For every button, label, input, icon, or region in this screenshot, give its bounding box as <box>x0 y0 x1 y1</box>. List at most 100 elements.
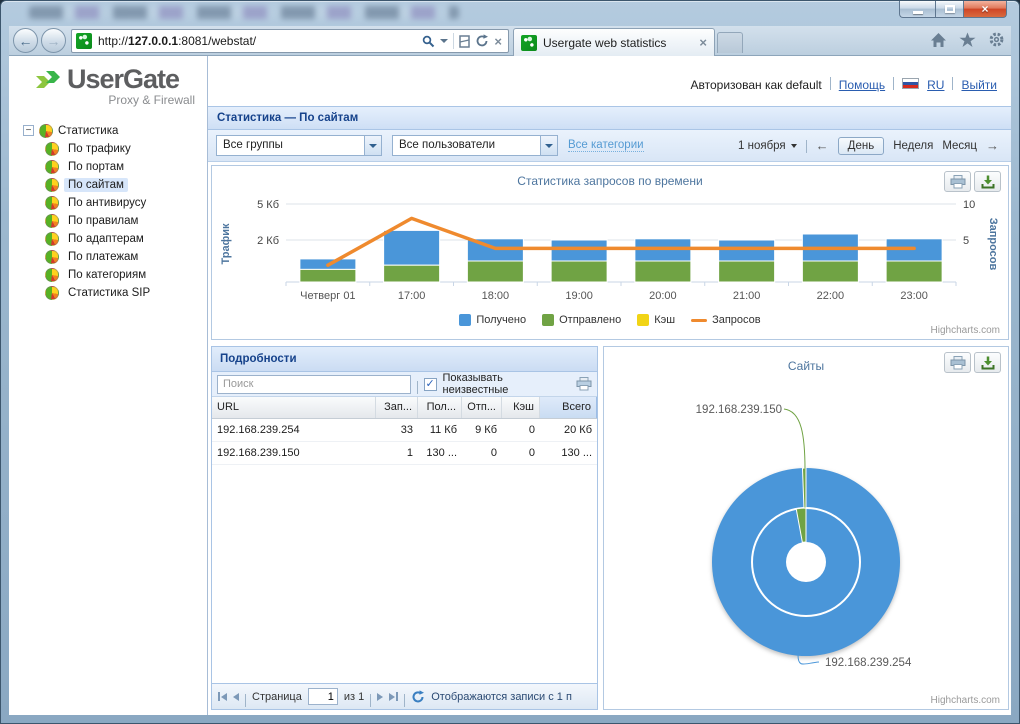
svg-text:10: 10 <box>963 199 975 211</box>
help-link[interactable]: Помощь <box>838 78 886 92</box>
download-chart-button[interactable] <box>974 352 1001 373</box>
forward-button[interactable]: → <box>41 28 66 53</box>
column-header[interactable]: Отп... <box>462 397 502 418</box>
table-body: 192.168.239.254 33 11 Кб 9 Кб 0 20 Кб 192.168.… <box>212 419 597 683</box>
favorites-star-icon[interactable] <box>959 32 976 48</box>
month-button[interactable]: Месяц <box>942 139 977 152</box>
sidebar-item[interactable]: По антивирусу <box>45 194 207 212</box>
legend-item[interactable]: Отправлено <box>542 314 621 326</box>
users-select[interactable]: Все пользователи <box>392 135 558 156</box>
new-tab-button[interactable] <box>717 32 743 53</box>
dropdown-trigger[interactable] <box>364 136 381 155</box>
table-cell: 192.168.239.254 <box>217 424 300 436</box>
logout-link[interactable]: Выйти <box>961 78 997 92</box>
sidebar-item[interactable]: По платежам <box>45 248 207 266</box>
next-page-button[interactable] <box>377 692 384 701</box>
compatibility-view-icon[interactable] <box>459 34 471 48</box>
url-text[interactable]: http://127.0.0.1:8081/webstat/ <box>98 34 257 48</box>
table-header: URL Зап... Пол... Отп... Кэш Всего <box>212 397 597 419</box>
search-icon[interactable] <box>422 35 435 48</box>
show-unknown-checkbox[interactable]: ✓ <box>423 377 437 391</box>
sidebar-item[interactable]: По сайтам <box>45 176 207 194</box>
sidebar-item[interactable]: По трафику <box>45 140 207 158</box>
print-chart-button[interactable] <box>944 352 971 373</box>
back-button[interactable]: ← <box>13 28 38 53</box>
date-value: 1 ноября <box>738 139 786 152</box>
window-titlebar[interactable]: × <box>1 1 1019 26</box>
chevron-down-icon <box>369 143 377 148</box>
collapse-icon[interactable]: − <box>23 125 34 136</box>
window-title-blurred <box>29 6 459 19</box>
categories-link[interactable]: Все категории <box>568 139 644 152</box>
legend-label: Кэш <box>654 314 676 326</box>
column-header[interactable]: Пол... <box>418 397 462 418</box>
refresh-icon[interactable] <box>475 34 489 48</box>
search-dropdown-icon[interactable] <box>440 39 449 43</box>
home-icon[interactable] <box>930 32 947 48</box>
table-cell: 33 <box>400 424 413 436</box>
divider <box>416 381 418 394</box>
legend-item[interactable]: Запросов <box>691 314 761 326</box>
legend-item[interactable]: Получено <box>459 314 526 326</box>
column-header[interactable]: Зап... <box>376 397 418 418</box>
table-row[interactable]: 192.168.239.254 33 11 Кб 9 Кб 0 20 Кб <box>212 419 597 442</box>
groups-select[interactable]: Все группы <box>216 135 382 156</box>
refresh-table-icon[interactable] <box>411 689 425 704</box>
russian-flag-icon <box>902 78 920 89</box>
table-row[interactable]: 192.168.239.150 1 130 ... 0 0 130 ... <box>212 442 597 465</box>
print-table-icon[interactable] <box>576 377 592 391</box>
tree-root-statistics[interactable]: − Статистика <box>23 121 207 140</box>
date-picker[interactable]: 1 ноября <box>738 140 797 152</box>
table-cell: 11 Кб <box>429 424 457 436</box>
minimize-button[interactable] <box>899 1 935 18</box>
table-cell: 20 Кб <box>564 424 592 436</box>
page-number-input[interactable] <box>307 688 338 705</box>
filter-toolbar: Все группы Все пользователи Все категори… <box>208 130 1011 162</box>
tab-close-icon[interactable]: × <box>699 35 707 50</box>
next-period-button[interactable]: → <box>986 138 999 153</box>
main-content: Авторизован как default Помощь RU Выйти … <box>208 56 1011 715</box>
prev-period-button[interactable]: ← <box>815 138 829 153</box>
week-button[interactable]: Неделя <box>893 139 934 152</box>
stat-pie-icon <box>45 160 59 174</box>
column-header[interactable]: Всего <box>540 397 597 418</box>
divider <box>952 77 954 90</box>
print-chart-button[interactable] <box>944 171 971 192</box>
download-chart-button[interactable] <box>974 171 1001 192</box>
day-button[interactable]: День <box>837 136 885 155</box>
browser-tab[interactable]: Usergate web statistics × <box>513 28 715 56</box>
sidebar-item[interactable]: По категориям <box>45 266 207 284</box>
maximize-button[interactable] <box>935 1 963 18</box>
last-page-button[interactable] <box>389 692 399 701</box>
language-link[interactable]: RU <box>927 78 945 92</box>
search-input[interactable] <box>217 374 411 394</box>
legend-item[interactable]: Кэш <box>637 314 675 326</box>
close-window-button[interactable]: × <box>963 1 1007 18</box>
logo: UserGate Proxy & Firewall <box>9 56 207 111</box>
pie-label: 192.168.239.150 <box>696 404 782 416</box>
stat-pie-icon <box>45 142 59 156</box>
address-bar[interactable]: http://127.0.0.1:8081/webstat/ × <box>71 29 509 53</box>
page-label: Страница <box>252 690 302 703</box>
highcharts-credits[interactable]: Highcharts.com <box>930 325 1000 336</box>
first-page-button[interactable] <box>218 692 227 701</box>
statistics-tree: − Статистика По трафику По портам По сайта… <box>9 111 207 302</box>
column-header[interactable]: Кэш <box>502 397 540 418</box>
highcharts-credits[interactable]: Highcharts.com <box>930 695 1000 706</box>
requests-time-chart-panel: Статистика запросов по времени Трафик За… <box>211 165 1009 340</box>
table-cell: 192.168.239.150 <box>217 447 300 459</box>
sidebar-item-label: По адаптерам <box>68 233 144 245</box>
prev-page-button[interactable] <box>233 692 239 701</box>
sidebar-item[interactable]: По правилам <box>45 212 207 230</box>
sidebar-item[interactable]: По портам <box>45 158 207 176</box>
divider <box>245 694 246 707</box>
legend-swatch-icon <box>637 314 650 326</box>
page-title: Статистика — По сайтам <box>208 106 1011 130</box>
sidebar-item[interactable]: По адаптерам <box>45 230 207 248</box>
column-header[interactable]: URL <box>212 397 376 418</box>
table-cell: 0 <box>528 447 535 459</box>
sidebar-item[interactable]: Статистика SIP <box>45 284 207 302</box>
settings-gear-icon[interactable] <box>988 31 1005 48</box>
stop-icon[interactable]: × <box>494 33 502 49</box>
dropdown-trigger[interactable] <box>540 136 557 155</box>
